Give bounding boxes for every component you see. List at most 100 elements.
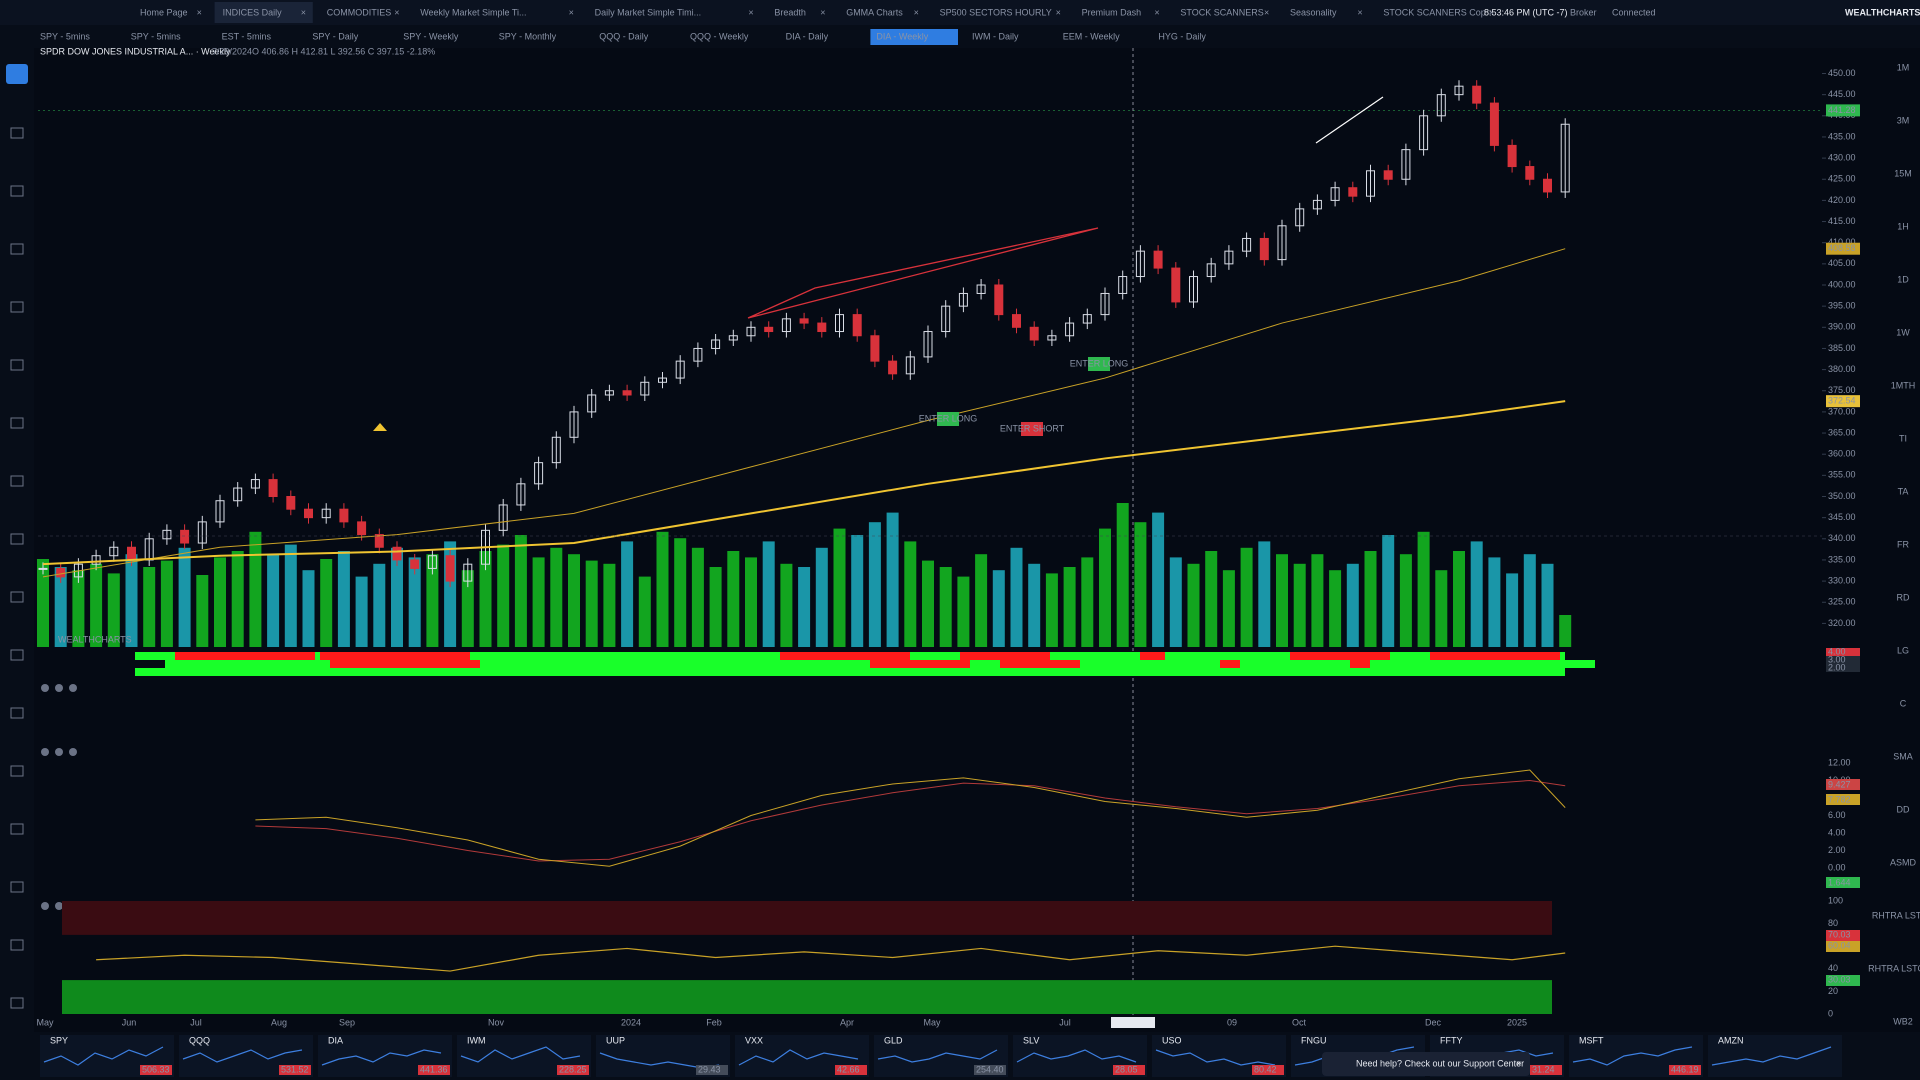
tool-icon[interactable] xyxy=(10,939,24,951)
tab[interactable]: STOCK SCANNERS Cop xyxy=(1383,7,1485,17)
side-tool[interactable]: 1MTH xyxy=(1891,380,1916,390)
price-tick: 400.00 xyxy=(1828,279,1856,289)
volume-bar xyxy=(532,557,545,647)
side-tool[interactable]: RHTRA LSTOP 2 xyxy=(1868,963,1920,973)
tab[interactable]: COMMODITIES xyxy=(327,7,392,17)
chart-tab[interactable]: SPY - 5mins xyxy=(131,31,181,41)
candle-body xyxy=(498,504,508,531)
candle-body xyxy=(1259,237,1269,261)
ma-fast xyxy=(42,248,1566,578)
chart-tab[interactable]: SPY - Monthly xyxy=(499,31,557,41)
chart-tab-active xyxy=(870,29,958,45)
side-tool[interactable]: LG xyxy=(1897,645,1909,655)
pane-icon[interactable] xyxy=(41,902,49,910)
volume-bar xyxy=(1559,615,1572,647)
candle-body xyxy=(392,546,402,561)
volume-bar xyxy=(656,531,669,647)
tab[interactable]: Daily Market Simple Timi... xyxy=(595,7,702,17)
side-tool[interactable]: 1W xyxy=(1896,327,1910,337)
tool-icon[interactable] xyxy=(10,359,24,371)
tool-icon[interactable] xyxy=(10,185,24,197)
rsi-tick: 100 xyxy=(1828,895,1843,905)
pane-icon[interactable] xyxy=(41,684,49,692)
side-tool[interactable]: DD xyxy=(1897,804,1910,814)
tool-icon[interactable] xyxy=(10,417,24,429)
side-tool[interactable]: 15M xyxy=(1894,168,1912,178)
side-tool[interactable]: FR xyxy=(1897,539,1909,549)
side-tool[interactable]: 3M xyxy=(1897,115,1910,125)
volume-bar xyxy=(1364,551,1377,647)
tool-icon[interactable] xyxy=(10,881,24,893)
support-text[interactable]: Need help? Check out our Support Center xyxy=(1356,1058,1524,1068)
side-tool[interactable]: C xyxy=(1900,698,1907,708)
candle-body xyxy=(1330,187,1340,201)
x-label: Nov xyxy=(488,1017,505,1027)
tool-icon[interactable] xyxy=(10,997,24,1009)
chart-tab[interactable]: DIA - Daily xyxy=(786,31,829,41)
tool-icon[interactable] xyxy=(10,533,24,545)
watch-card[interactable] xyxy=(1708,1035,1842,1077)
side-tool[interactable]: 1H xyxy=(1897,221,1909,231)
tab[interactable]: INDICES Daily xyxy=(223,7,283,17)
osc-signal xyxy=(255,779,1566,862)
chart-tab[interactable]: SPY - Weekly xyxy=(403,31,459,41)
price-tick: 330.00 xyxy=(1828,575,1856,585)
tool-icon[interactable] xyxy=(10,707,24,719)
candle-body xyxy=(445,555,455,582)
tab[interactable]: Breadth xyxy=(774,7,806,17)
chart-tab[interactable]: SPY - Daily xyxy=(312,31,358,41)
side-tool[interactable]: SMA xyxy=(1893,751,1913,761)
pane-icon[interactable] xyxy=(55,902,63,910)
chart-tab[interactable]: EEM - Weekly xyxy=(1063,31,1120,41)
tab[interactable]: Home Page xyxy=(140,7,188,17)
tool-icon[interactable] xyxy=(10,591,24,603)
pane-icon[interactable] xyxy=(55,684,63,692)
chart-tab[interactable]: EST - 5mins xyxy=(222,31,272,41)
candle-body xyxy=(162,529,172,540)
tool-icon[interactable] xyxy=(10,649,24,661)
chart-tab[interactable]: HYG - Daily xyxy=(1158,31,1206,41)
side-tool[interactable]: TA xyxy=(1898,486,1909,496)
side-tool[interactable]: TI xyxy=(1899,433,1907,443)
side-tool[interactable]: 1M xyxy=(1897,62,1910,72)
side-tool[interactable]: RHTRA LSTOP xyxy=(1872,910,1920,920)
side-tool[interactable]: RD xyxy=(1897,592,1910,602)
strip-red xyxy=(780,652,910,660)
tab[interactable]: Premium Dash xyxy=(1082,7,1142,17)
pane-icon[interactable] xyxy=(55,748,63,756)
support-close[interactable]: × xyxy=(1516,1058,1521,1068)
side-tool[interactable]: WB2 xyxy=(1893,1016,1913,1026)
support-toast[interactable] xyxy=(1322,1052,1530,1076)
tool-icon[interactable] xyxy=(10,823,24,835)
tab[interactable]: STOCK SCANNERS xyxy=(1180,7,1263,17)
chart-tab[interactable]: SPY - 5mins xyxy=(40,31,90,41)
chart-tab[interactable]: DIA - Weekly xyxy=(876,31,928,41)
side-tool[interactable]: ASMD xyxy=(1890,857,1917,867)
brand: WEALTHCHARTS xyxy=(1845,7,1920,17)
tab[interactable]: Weekly Market Simple Ti... xyxy=(420,7,526,17)
volume-bar xyxy=(196,575,209,647)
tab[interactable]: SP500 SECTORS HOURLY xyxy=(940,7,1052,17)
tool-icon[interactable] xyxy=(10,243,24,255)
side-tool[interactable]: 1D xyxy=(1897,274,1909,284)
candle-body xyxy=(1507,144,1517,168)
status-time: 8:53:46 PM (UTC -7) xyxy=(1484,7,1568,17)
tool-icon[interactable] xyxy=(10,475,24,487)
pane-icon[interactable] xyxy=(69,748,77,756)
signal-box xyxy=(1088,357,1110,371)
chart-tab[interactable]: QQQ - Weekly xyxy=(690,31,749,41)
candle-body xyxy=(321,508,331,519)
tool-icon[interactable] xyxy=(10,765,24,777)
tool-icon[interactable] xyxy=(10,127,24,139)
candle-body xyxy=(551,436,561,464)
pane-icon[interactable] xyxy=(69,684,77,692)
tab[interactable]: GMMA Charts xyxy=(846,7,903,17)
tool-icon[interactable] xyxy=(10,301,24,313)
candle-body xyxy=(1419,115,1429,151)
add-button[interactable] xyxy=(6,64,28,84)
chart-tab[interactable]: QQQ - Daily xyxy=(599,31,649,41)
pane-icon[interactable] xyxy=(41,748,49,756)
chart-tab[interactable]: IWM - Daily xyxy=(972,31,1019,41)
price-tick: 380.00 xyxy=(1828,364,1856,374)
tab[interactable]: Seasonality xyxy=(1290,7,1337,17)
